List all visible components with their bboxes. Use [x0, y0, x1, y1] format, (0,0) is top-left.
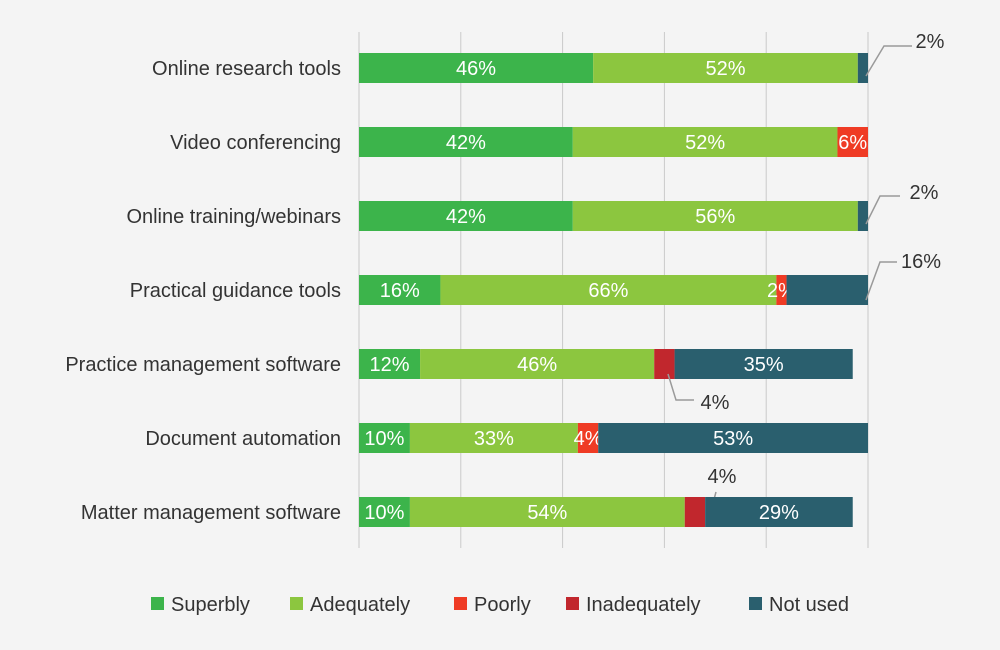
bar-segment-poorly — [577, 423, 599, 453]
legend-swatch — [749, 597, 762, 610]
bar-segment-poorly — [837, 127, 868, 157]
legend-swatch — [454, 597, 467, 610]
legend-swatch — [566, 597, 579, 610]
data-label: 12% — [370, 354, 410, 376]
data-label: 4% — [701, 392, 730, 414]
legend-label: Superbly — [171, 594, 250, 616]
data-label: 29% — [759, 502, 799, 524]
legend-label: Not used — [769, 594, 849, 616]
data-label: 2% — [910, 182, 939, 204]
data-label: 53% — [713, 428, 753, 450]
data-label: 33% — [474, 428, 514, 450]
bar-segment-adequately — [572, 127, 838, 157]
bar-segment-poorly — [776, 275, 787, 305]
bar-segment-adequately — [409, 423, 578, 453]
bar-segment-not-used — [705, 497, 853, 527]
bar-segment-inadequately — [684, 497, 706, 527]
data-label: 6% — [838, 132, 867, 154]
data-label: 52% — [705, 58, 745, 80]
legend-label: Inadequately — [586, 594, 701, 616]
category-label: Online training/webinars — [126, 206, 341, 228]
leader-line — [865, 45, 912, 77]
legend-swatch — [290, 597, 303, 610]
data-label: 16% — [380, 280, 420, 302]
bar-segment-superbly — [359, 201, 573, 231]
bar-segment-adequately — [420, 349, 655, 379]
category-label: Online research tools — [152, 58, 341, 80]
bar-segment-superbly — [359, 53, 594, 83]
data-label: 46% — [517, 354, 557, 376]
data-label: 56% — [695, 206, 735, 228]
legend-swatch — [151, 597, 164, 610]
category-label: Document automation — [145, 428, 341, 450]
bar-segment-adequately — [409, 497, 685, 527]
bar-segment-inadequately — [654, 349, 675, 379]
data-label: 16% — [901, 251, 941, 273]
bar-segment-adequately — [440, 275, 777, 305]
bar-segment-not-used — [598, 423, 868, 453]
data-label: 66% — [588, 280, 628, 302]
leader-line — [667, 373, 694, 401]
category-label: Practice management software — [65, 354, 341, 376]
data-label: 54% — [527, 502, 567, 524]
data-label: 42% — [446, 206, 486, 228]
bar-segment-superbly — [359, 275, 441, 305]
bar-segment-not-used — [674, 349, 853, 379]
bar-segment-superbly — [359, 497, 410, 527]
data-label: 10% — [364, 428, 404, 450]
bar-segment-superbly — [359, 127, 573, 157]
bar-segment-superbly — [359, 423, 410, 453]
bar-segment-not-used — [857, 53, 868, 83]
bar-segment-adequately — [572, 201, 858, 231]
data-label: 52% — [685, 132, 725, 154]
category-label: Video conferencing — [170, 132, 341, 154]
legend-label: Adequately — [310, 594, 410, 616]
data-label: 35% — [744, 354, 784, 376]
category-label: Practical guidance tools — [130, 280, 341, 302]
bar-segment-superbly — [359, 349, 421, 379]
data-label: 4% — [708, 466, 737, 488]
leader-line — [865, 261, 897, 301]
data-label: 4% — [574, 428, 603, 450]
legend-label: Poorly — [474, 594, 531, 616]
data-label: 2% — [916, 31, 945, 53]
data-label: 46% — [456, 58, 496, 80]
bar-segment-adequately — [593, 53, 858, 83]
leader-line — [865, 195, 900, 225]
bar-segment-not-used — [857, 201, 868, 231]
category-label: Matter management software — [81, 502, 341, 524]
bar-segment-not-used — [786, 275, 868, 305]
data-label: 10% — [364, 502, 404, 524]
data-label: 42% — [446, 132, 486, 154]
